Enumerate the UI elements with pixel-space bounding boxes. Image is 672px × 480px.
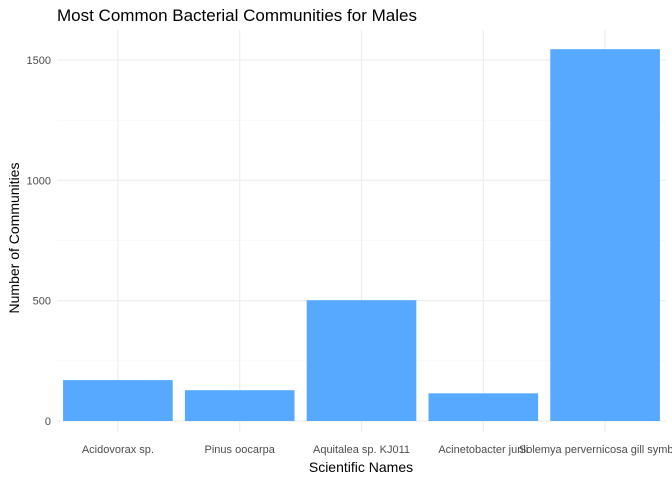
x-tick-label: Acinetobacter junii: [438, 444, 528, 456]
bar: [63, 380, 173, 421]
x-axis-title: Scientific Names: [309, 459, 413, 475]
bar: [184, 390, 295, 421]
y-tick-label: 1500: [27, 55, 51, 67]
bars: [63, 49, 660, 422]
x-tick-label: Acidovorax sp.: [82, 444, 154, 456]
x-tick-label: Solemya pervernicosa gill symbiont: [519, 444, 672, 456]
x-tick-labels: Acidovorax sp. Pinus oocarpa Aquitalea sp.…: [82, 444, 672, 456]
x-tick-label: Pinus oocarpa: [205, 444, 276, 456]
y-tick-labels: 0 500 1000 1500: [27, 55, 51, 428]
bar: [550, 49, 660, 422]
bar: [306, 300, 417, 421]
y-tick-label: 0: [45, 416, 51, 428]
chart-title: Most Common Bacterial Communities for Ma…: [57, 6, 417, 25]
y-tick-label: 500: [33, 296, 51, 308]
x-tick-label: Aquitalea sp. KJ011: [313, 444, 410, 456]
y-axis-title: Number of Communities: [6, 163, 22, 314]
y-tick-label: 1000: [27, 175, 51, 187]
bar: [428, 393, 539, 421]
